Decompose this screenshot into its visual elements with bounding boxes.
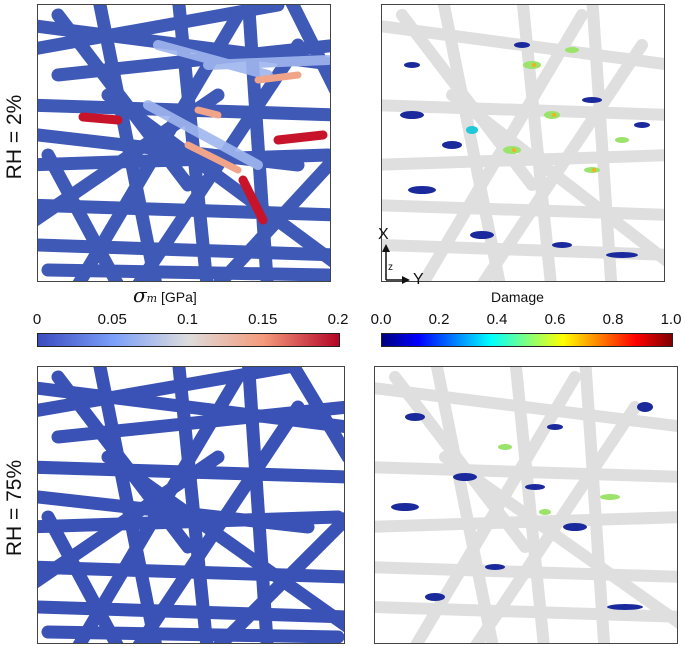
damage-colorbar-tick-label: 0.6 [544,311,566,328]
damage-fiber-network-rh-2 [382,5,664,281]
damage-colorbar-tick-label: 1.0 [660,311,682,328]
damage-colorbar-tick-label: 0.8 [602,311,624,328]
stress-colorbar [37,333,340,347]
damage-fiber-network-rh-75 [375,367,677,643]
damage-colorbar-title: Damage [491,289,544,305]
axis-z-label: z [388,262,393,273]
stress-fiber-network-rh-75 [38,367,344,643]
damage-colorbar-tick-label: 0.2 [428,311,450,328]
axis-y-label: Y [413,271,424,288]
stress-colorbar-tick-label: 0 [32,311,42,328]
axis-x-label: X [378,226,389,243]
stress-fiber-network-rh-2 [38,5,330,281]
damage-colorbar-tick-label: 0.4 [486,311,508,328]
row-label-rh-2: RH = 2% [3,94,26,180]
damage-panel-rh-75 [374,366,678,644]
row-label-rh-75: RH = 75% [3,459,26,557]
damage-colorbar-tick-label: 0.0 [370,311,392,328]
damage-panel-rh-2 [381,4,665,282]
stress-panel-rh-2 [37,4,331,282]
stress-panel-rh-75 [37,366,345,644]
stress-colorbar-tick-label: 0.1 [177,311,198,328]
stress-colorbar-tick-label: 0.2 [327,311,349,328]
axes-triad-arrows [382,244,410,284]
stress-colorbar-title: σm [GPa] [133,283,197,307]
damage-colorbar [381,333,673,347]
stress-colorbar-tick-label: 0.15 [248,311,278,328]
stress-colorbar-tick-label: 0.05 [97,311,127,328]
